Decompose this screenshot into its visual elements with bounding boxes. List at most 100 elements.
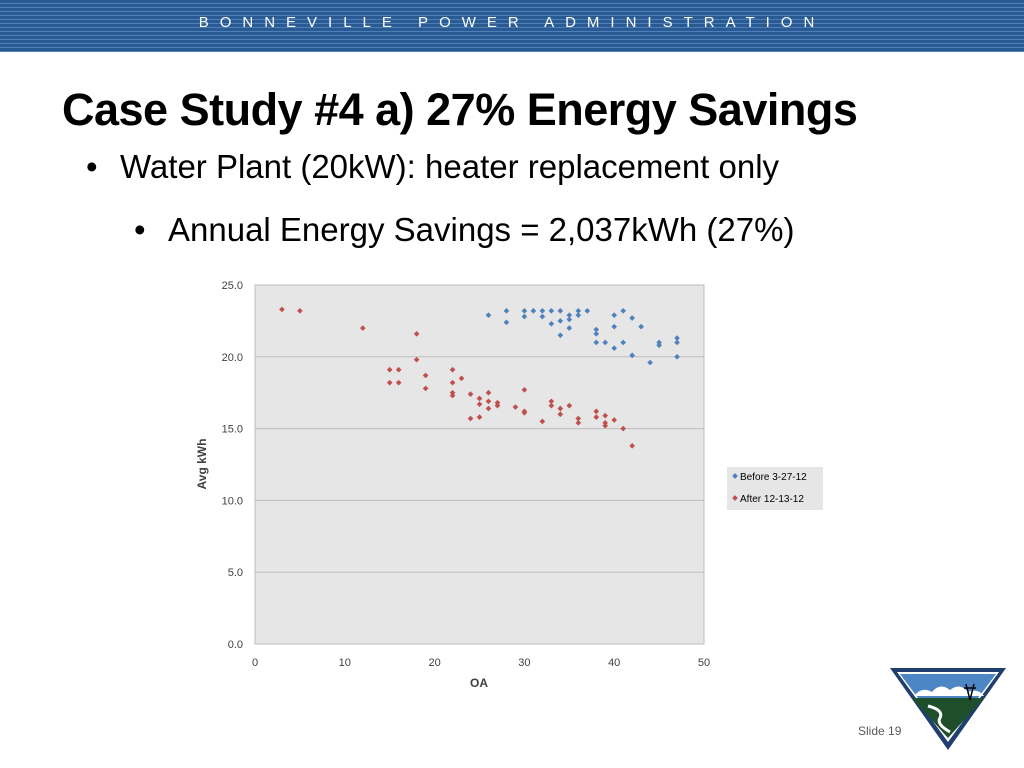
y-axis-label: Avg kWh [195, 439, 209, 490]
point-after [476, 395, 483, 402]
point-after [620, 425, 627, 432]
point-before [611, 323, 618, 330]
x-tick-label: 30 [518, 657, 530, 669]
point-after [467, 415, 474, 422]
point-after [548, 402, 555, 409]
logo-transmission-tower [964, 683, 976, 701]
point-before [593, 330, 600, 337]
x-tick-label: 20 [428, 657, 440, 669]
point-before [620, 339, 627, 346]
point-after [593, 408, 600, 415]
point-before [557, 318, 564, 324]
point-after [602, 422, 609, 429]
point-after [449, 389, 456, 396]
x-axis-label: OA [470, 676, 488, 690]
point-after [494, 399, 501, 406]
legend-label-after: After 12-13-12 [740, 494, 804, 505]
bullet-item-1: • Water Plant (20kW): heater replacement … [86, 148, 779, 186]
point-after [386, 366, 393, 373]
point-after [512, 404, 519, 410]
point-after [629, 443, 635, 449]
y-tick-label: 15.0 [222, 424, 243, 436]
point-after [485, 405, 492, 412]
point-before [674, 353, 680, 360]
legend-marker-before [732, 473, 738, 479]
point-after [413, 330, 420, 337]
point-after [467, 391, 474, 397]
point-before [656, 342, 662, 349]
point-before [638, 323, 644, 330]
point-after [458, 375, 465, 382]
point-before [611, 312, 618, 318]
bullet-text-2: Annual Energy Savings = 2,037kWh (27%) [168, 211, 795, 248]
x-tick-label: 10 [339, 657, 351, 669]
point-after [422, 372, 429, 379]
bullet-glyph: • [134, 211, 146, 248]
gridlines [255, 284, 704, 645]
banner-title: BONNEVILLE POWER ADMINISTRATION [198, 14, 826, 31]
point-after [521, 386, 528, 393]
x-tick-label: 50 [698, 657, 710, 669]
point-after [494, 402, 501, 409]
data-points [279, 306, 680, 449]
point-after [593, 414, 600, 420]
x-axis-ticks: 0 10 20 30 40 50 [252, 657, 710, 669]
point-after [422, 385, 429, 392]
point-before [566, 312, 573, 318]
chart-legend: Before 3-27-12 After 12-13-12 [727, 467, 823, 510]
point-after [485, 389, 492, 396]
point-before [593, 339, 600, 346]
bullet-text-1: Water Plant (20kW): heater replacement o… [120, 148, 780, 185]
y-tick-label: 5.0 [228, 567, 243, 579]
point-before [629, 315, 635, 321]
logo-river [927, 704, 951, 734]
point-after [521, 409, 528, 416]
point-before [539, 308, 546, 314]
scatter-chart: 0.0 5.0 10.0 15.0 20.0 25.0 0 10 20 30 40 50 Avg k… [195, 280, 823, 690]
bullet-glyph: • [86, 148, 98, 185]
point-after [395, 366, 402, 373]
point-after [602, 420, 609, 426]
point-before [530, 308, 537, 314]
point-before [539, 313, 546, 320]
slide-title: Case Study #4 a) 27% Energy Savings [62, 84, 858, 135]
point-after [548, 398, 555, 405]
legend-marker-after [732, 495, 738, 501]
y-tick-label: 10.0 [222, 495, 243, 507]
point-before [602, 339, 609, 346]
bpa-logo [890, 668, 1006, 750]
point-before [656, 339, 662, 346]
point-before [674, 339, 680, 346]
header-banner: BONNEVILLE POWER ADMINISTRATION [0, 0, 1024, 52]
point-after [476, 414, 483, 420]
legend-label-before: Before 3-27-12 [740, 472, 807, 483]
point-after [485, 398, 492, 405]
y-tick-label: 0.0 [228, 639, 243, 651]
point-before [620, 308, 627, 314]
slide-number: Slide 19 [858, 724, 902, 738]
point-after [413, 356, 420, 363]
legend-box [727, 467, 823, 510]
point-after [557, 411, 564, 418]
y-axis-ticks: 0.0 5.0 10.0 15.0 20.0 25.0 [222, 280, 243, 651]
x-tick-label: 40 [608, 657, 620, 669]
point-after [575, 415, 582, 422]
point-before [629, 352, 635, 359]
logo-clouds [914, 686, 984, 696]
point-after [539, 418, 546, 425]
plot-area [254, 284, 705, 645]
point-before [584, 308, 591, 314]
point-before [611, 345, 618, 352]
point-after [449, 366, 456, 373]
point-before [593, 326, 600, 333]
point-after [611, 417, 618, 423]
point-before [566, 316, 573, 323]
point-after [575, 420, 582, 426]
point-before [557, 308, 564, 314]
y-tick-label: 25.0 [222, 280, 243, 292]
point-after [557, 405, 564, 412]
point-after [386, 379, 393, 386]
point-before [647, 359, 653, 366]
point-after [476, 401, 483, 408]
x-tick-label: 0 [252, 657, 258, 669]
